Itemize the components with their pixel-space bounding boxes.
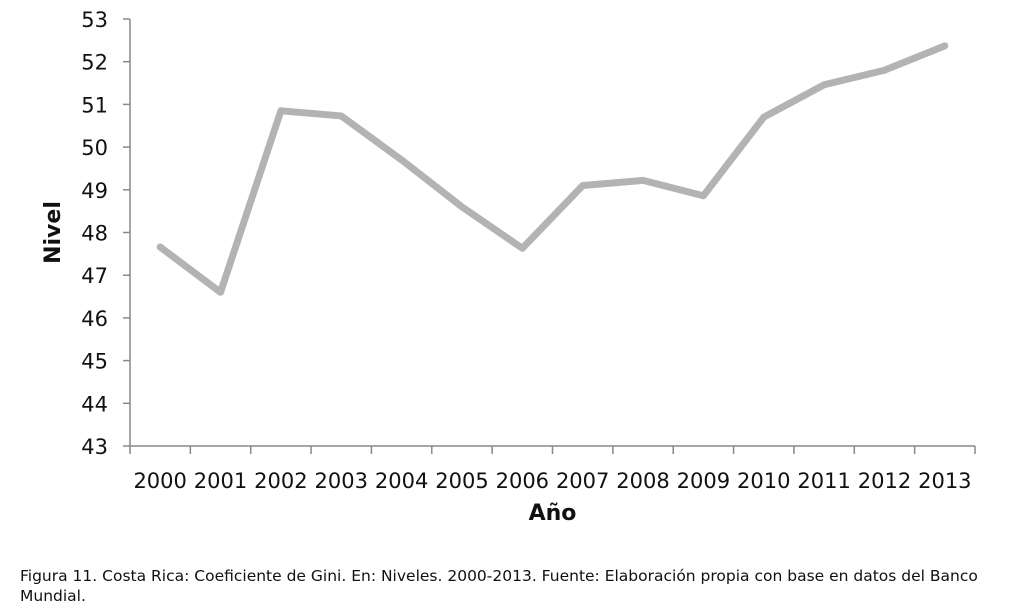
- y-tick-label: 43: [81, 435, 108, 459]
- y-tick-label: 44: [81, 392, 108, 416]
- x-tick-label: 2007: [556, 469, 609, 493]
- line-chart: 43 44 45 46 47 48 49 50 51 52 53 2000 2001 2002 2003 20…: [41, 8, 976, 526]
- x-tick-label: 2001: [194, 469, 247, 493]
- x-tick-label: 2002: [254, 469, 307, 493]
- x-tick-label: 2011: [797, 469, 850, 493]
- y-tick-label: 48: [81, 222, 108, 246]
- x-tick-label: 2010: [737, 469, 790, 493]
- x-tick-label: 2003: [315, 469, 368, 493]
- x-tick-label: 2008: [616, 469, 669, 493]
- y-axis-title: Nivel: [41, 201, 66, 264]
- y-tick-label: 50: [81, 136, 108, 160]
- y-tick-label: 46: [81, 307, 108, 331]
- x-axis-title: Año: [529, 501, 577, 526]
- y-tick-label: 47: [81, 264, 108, 288]
- y-tick-label: 45: [81, 350, 108, 374]
- y-tick-label: 51: [81, 93, 108, 117]
- figure-caption: Figura 11. Costa Rica: Coeficiente de Gi…: [20, 567, 978, 605]
- series-line: [156, 42, 949, 296]
- x-tick-label: 2013: [918, 469, 971, 493]
- x-tick-label: 2012: [858, 469, 911, 493]
- x-tick-label: 2006: [496, 469, 549, 493]
- x-tick-label: 2005: [435, 469, 488, 493]
- y-tick-label: 49: [81, 179, 108, 203]
- x-tick-label: 2000: [133, 469, 186, 493]
- x-tick-label: 2009: [677, 469, 730, 493]
- y-tick-label: 53: [81, 8, 108, 32]
- y-tick-label: 52: [81, 51, 108, 75]
- x-tick-label: 2004: [375, 469, 428, 493]
